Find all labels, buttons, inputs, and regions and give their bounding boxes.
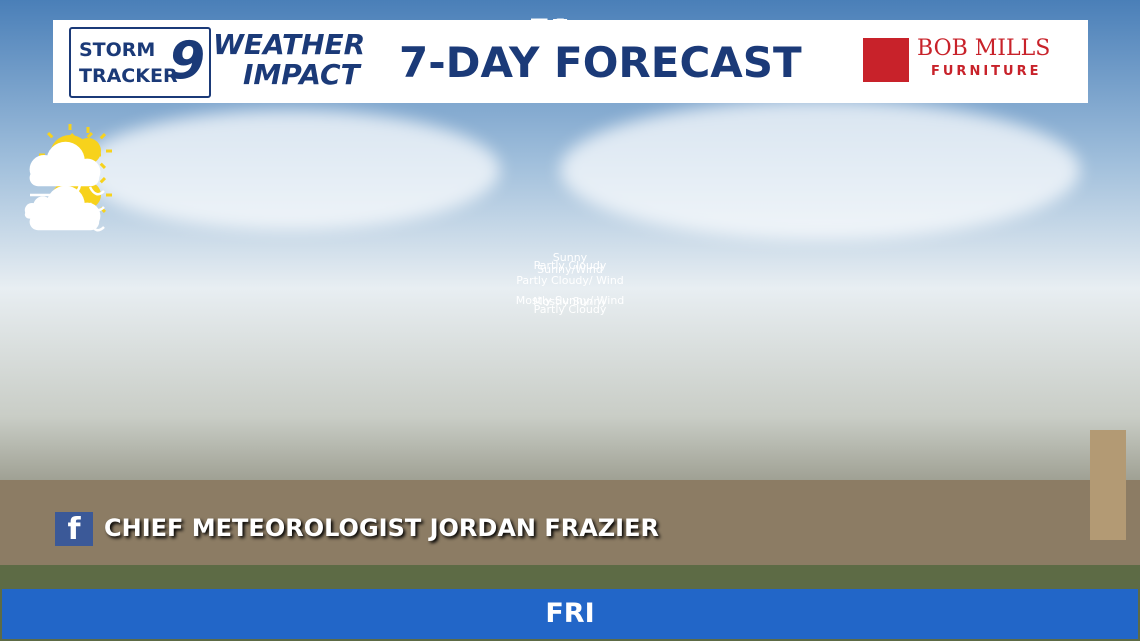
brand: WEATHER IMPACT bbox=[213, 30, 365, 90]
condition: Sunny bbox=[552, 251, 588, 264]
high-temp: 75 bbox=[529, 14, 571, 49]
low-separator: / bbox=[570, 18, 580, 47]
bg-building bbox=[1090, 430, 1126, 540]
low-separator: / bbox=[570, 18, 580, 47]
low-separator: / bbox=[570, 18, 580, 47]
low-separator: / bbox=[570, 18, 580, 47]
logo-number: 9 bbox=[169, 31, 206, 91]
logo-bottom: TRACKER bbox=[79, 65, 178, 87]
high-temp: 81 bbox=[529, 14, 571, 49]
sponsor-top: BOB MILLS bbox=[917, 36, 1051, 61]
bg-cloud bbox=[560, 100, 1080, 240]
low-separator: / bbox=[570, 18, 580, 47]
brand-bottom: IMPACT bbox=[243, 58, 360, 91]
low-temp: 48 bbox=[579, 18, 611, 47]
logo: STORM TRACKER 9 bbox=[69, 27, 211, 98]
bg-cloud bbox=[80, 110, 500, 230]
brand-top: WEATHER bbox=[213, 28, 366, 61]
condition: Mostly Sunny/ Wind bbox=[515, 294, 625, 307]
temperature: 81/49 bbox=[0, 14, 1140, 49]
high-temp: 70 bbox=[529, 14, 571, 49]
day-label: FRI bbox=[2, 589, 1138, 639]
low-temp: 38 bbox=[579, 18, 611, 47]
condition: Partly Cloudy bbox=[533, 259, 607, 272]
facebook-icon: f bbox=[55, 512, 93, 547]
low-temp: 52 bbox=[579, 18, 611, 47]
weather-icon bbox=[29, 127, 112, 187]
high-temp: 80 bbox=[529, 14, 571, 49]
temperature: 80/52 bbox=[0, 14, 1140, 49]
condition: Partly Cloudy bbox=[533, 303, 607, 316]
low-temp: 55 bbox=[579, 18, 611, 47]
condition: Mostly Sunny bbox=[533, 295, 607, 308]
logo-top: STORM bbox=[79, 39, 156, 61]
low-temp: 38 bbox=[579, 18, 611, 47]
temperature: 68/48 bbox=[0, 14, 1140, 49]
temperature: 70/38 bbox=[0, 14, 1140, 49]
condition: Partly Cloudy/ Wind bbox=[516, 274, 624, 287]
temperature: 75/48 bbox=[0, 14, 1140, 49]
high-temp: 79 bbox=[529, 14, 571, 49]
temperature: 71/38 bbox=[0, 14, 1140, 49]
condition: Sunny/Wind bbox=[537, 263, 603, 276]
header: STORM TRACKER 9 WEATHER IMPACT 7-DAY FOR… bbox=[53, 20, 1088, 103]
temperature: 79/55 bbox=[0, 14, 1140, 49]
bg-city bbox=[0, 480, 1140, 570]
low-separator: / bbox=[570, 18, 580, 47]
sponsor-mark bbox=[863, 38, 909, 82]
low-separator: / bbox=[570, 18, 580, 47]
high-temp: 68 bbox=[529, 14, 571, 49]
footer-name: CHIEF METEOROLOGIST JORDAN FRAZIER bbox=[104, 514, 659, 542]
title: 7-DAY FORECAST bbox=[399, 38, 802, 87]
sponsor-bottom: FURNITURE bbox=[931, 64, 1042, 79]
low-temp: 49 bbox=[579, 18, 611, 47]
low-temp: 48 bbox=[579, 18, 611, 47]
high-temp: 71 bbox=[529, 14, 571, 49]
